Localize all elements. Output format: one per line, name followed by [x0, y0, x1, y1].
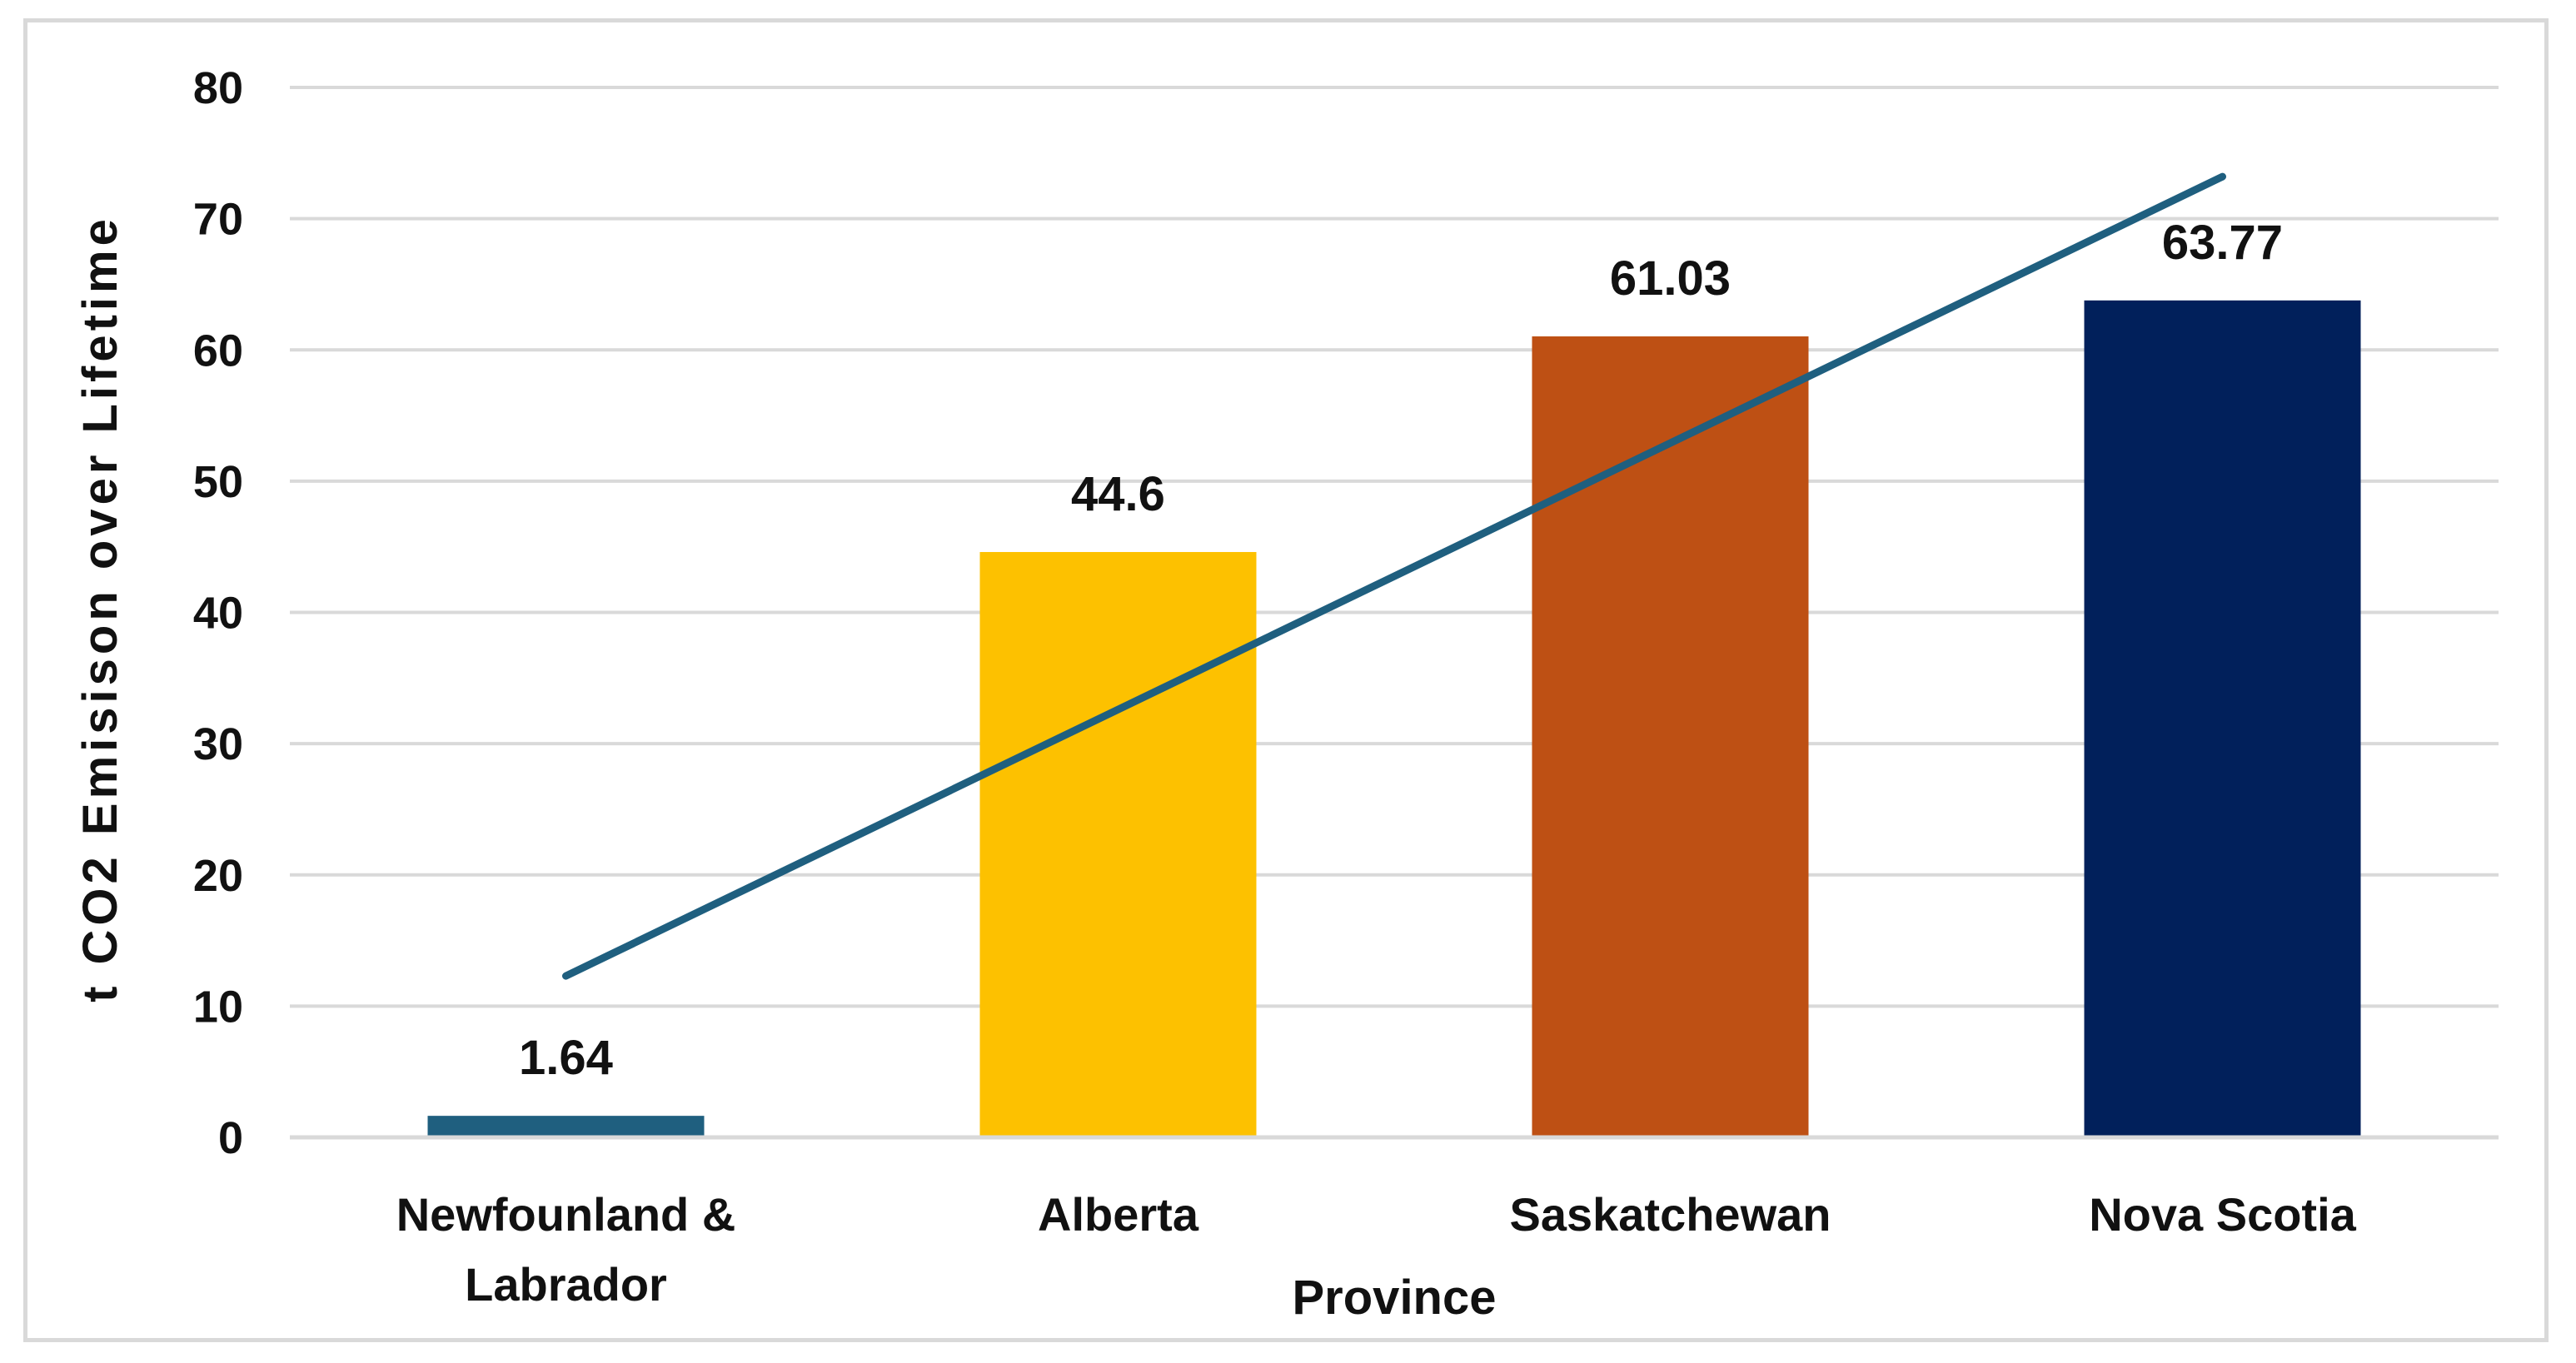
data-label: 61.03 — [1610, 251, 1731, 306]
x-category-label: Labrador — [465, 1258, 667, 1311]
x-axis-title: Province — [1293, 1271, 1497, 1325]
y-tick-label: 20 — [193, 851, 243, 901]
data-label: 63.77 — [2162, 216, 2283, 270]
y-axis-ticks: 0 10 20 30 40 50 60 70 80 — [193, 63, 243, 1163]
y-tick-label: 30 — [193, 719, 243, 769]
x-axis-categories: Newfounland & Labrador Alberta Saskatchewan… — [396, 1188, 2357, 1311]
y-tick-label: 60 — [193, 326, 243, 376]
bar — [2084, 300, 2361, 1137]
trendline — [562, 172, 2226, 980]
y-tick-label: 0 — [218, 1113, 243, 1163]
y-axis-title: t CO2 Emisison over Lifetime — [73, 215, 127, 1002]
data-label: 1.64 — [519, 1031, 613, 1085]
bar — [1532, 336, 1809, 1137]
x-category-label: Saskatchewan — [1510, 1188, 1831, 1241]
y-tick-label: 50 — [193, 457, 243, 507]
y-tick-label: 70 — [193, 195, 243, 245]
x-category-label: Alberta — [1038, 1188, 1199, 1241]
x-category-label: Nova Scotia — [2089, 1188, 2356, 1241]
x-category-label: Newfounland & — [396, 1188, 736, 1241]
data-label: 44.6 — [1071, 467, 1165, 521]
y-tick-label: 40 — [193, 589, 243, 639]
bar — [979, 551, 1257, 1137]
bar — [427, 1116, 705, 1137]
bars — [427, 300, 2361, 1137]
trendline-group — [562, 172, 2226, 980]
data-labels: 1.64 44.6 61.03 63.77 — [519, 216, 2283, 1085]
y-tick-label: 10 — [193, 982, 243, 1032]
y-tick-label: 80 — [193, 63, 243, 113]
